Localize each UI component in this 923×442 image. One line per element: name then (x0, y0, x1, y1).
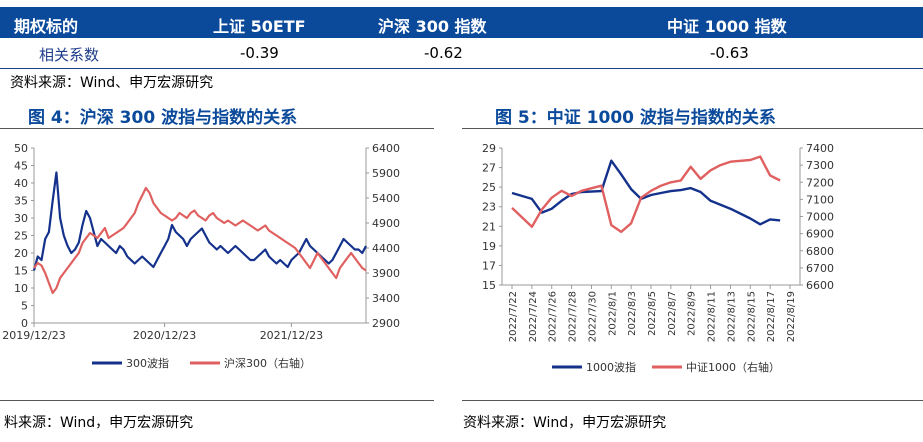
value-csi1000: -0.63 (710, 44, 749, 62)
series-line-1 (32, 171, 367, 271)
y-left-tick-label: 45 (14, 160, 28, 173)
chart-hs300-vol: 5045403530252015105064005900540049004400… (2, 142, 400, 370)
header-sse50etf: 上证 50ETF (213, 17, 306, 36)
legend-label-2: 中证1000（右轴） (686, 360, 780, 374)
x-tick-label: 2022/8/13 (726, 291, 737, 342)
y-right-tick-label: 6900 (806, 228, 834, 241)
y-left-tick-label: 15 (14, 265, 28, 278)
x-tick-label: 2022/8/7 (667, 291, 678, 336)
source-note-top: 资料来源：Wind、申万宏源研究 (10, 75, 214, 91)
table-header-row: 期权标的 上证 50ETF 沪深 300 指数 中证 1000 指数 (0, 7, 923, 38)
y-left-tick-label: 40 (14, 177, 28, 190)
y-left-tick-label: 19 (482, 240, 496, 253)
y-left-tick-label: 21 (482, 220, 496, 233)
y-left-tick-label: 15 (482, 279, 496, 292)
y-left-tick-label: 25 (14, 230, 28, 243)
table-row-correlation: 相关系数 -0.39 -0.62 -0.63 (0, 38, 923, 69)
y-left-tick-label: 30 (14, 212, 28, 225)
x-tick-label: 2022/8/15 (746, 291, 757, 342)
divider-left-top (0, 128, 434, 129)
y-right-tick-label: 6800 (806, 245, 834, 258)
y-right-tick-label: 7100 (806, 193, 834, 206)
y-right-tick-label: 2900 (372, 317, 400, 330)
y-left-tick-label: 17 (482, 259, 496, 272)
x-tick-label: 2022/7/26 (548, 291, 559, 342)
divider-right-top (462, 128, 923, 129)
y-right-tick-label: 3900 (372, 267, 400, 280)
x-tick-label: 2022/8/9 (687, 291, 698, 336)
x-tick-label: 2019/12/23 (2, 329, 65, 342)
y-left-tick-label: 27 (482, 162, 496, 175)
y-left-tick-label: 20 (14, 247, 28, 260)
y-right-tick-label: 3400 (372, 292, 400, 305)
series-line-1 (511, 159, 781, 226)
y-left-tick-label: 35 (14, 195, 28, 208)
x-tick-label: 2022/7/24 (528, 291, 539, 342)
y-right-tick-label: 7400 (806, 142, 834, 155)
x-tick-label: 2020/12/23 (133, 329, 196, 342)
y-right-tick-label: 6700 (806, 262, 834, 275)
y-right-tick-label: 7200 (806, 176, 834, 189)
source-note-right: 资料来源：Wind，申万宏源研究 (463, 415, 667, 431)
x-tick-label: 2022/8/5 (647, 291, 658, 336)
y-right-tick-label: 6400 (372, 142, 400, 155)
y-right-tick-label: 7000 (806, 211, 834, 224)
x-tick-label: 2021/12/23 (260, 329, 323, 342)
y-right-tick-label: 7300 (806, 159, 834, 172)
figure5-title: 图 5：中证 1000 波指与指数的关系 (495, 108, 776, 128)
y-left-tick-label: 50 (14, 142, 28, 155)
y-right-tick-label: 6600 (806, 279, 834, 292)
y-right-tick-label: 4900 (372, 217, 400, 230)
y-left-tick-label: 10 (14, 282, 28, 295)
x-tick-label: 2022/8/3 (627, 291, 638, 336)
header-underlying: 期权标的 (14, 17, 79, 36)
x-tick-label: 2022/7/28 (568, 291, 579, 342)
y-left-tick-label: 29 (482, 142, 496, 155)
y-right-tick-label: 5400 (372, 192, 400, 205)
legend-label-1: 300波指 (126, 356, 169, 370)
y-right-tick-label: 5900 (372, 167, 400, 180)
x-tick-label: 2022/7/22 (508, 291, 519, 342)
legend-label-1: 1000波指 (586, 360, 636, 374)
x-tick-label: 2022/8/17 (766, 291, 777, 342)
divider-left-bottom (0, 400, 434, 401)
divider-right-bottom (462, 400, 923, 401)
header-csi1000: 中证 1000 指数 (667, 17, 787, 36)
series-line-2 (33, 186, 367, 295)
x-tick-label: 2022/8/1 (607, 291, 618, 336)
x-tick-label: 2022/8/11 (707, 291, 718, 342)
y-left-tick-label: 5 (21, 300, 28, 313)
chart-csi1000-vol: 29 27 25 23 21 19 17 15 7400 7300 7200 7100 7000 6900… (482, 142, 834, 374)
row-label: 相关系数 (39, 46, 100, 64)
figure4-title: 图 4：沪深 300 波指与指数的关系 (28, 108, 298, 128)
series-line-2 (511, 155, 781, 234)
y-left-tick-label: 25 (482, 181, 496, 194)
value-csi300: -0.62 (424, 44, 463, 62)
y-right-tick-label: 4400 (372, 242, 400, 255)
x-tick-label: 2022/7/30 (587, 291, 598, 342)
source-note-left: 料来源：Wind，申万宏源研究 (4, 415, 194, 431)
value-sse50etf: -0.39 (240, 44, 279, 62)
y-left-tick-label: 0 (21, 317, 28, 330)
y-left-tick-label: 23 (482, 201, 496, 214)
x-tick-label: 2022/8/19 (786, 291, 797, 342)
header-csi300: 沪深 300 指数 (378, 17, 487, 36)
legend-label-2: 沪深300（右轴） (224, 356, 311, 370)
